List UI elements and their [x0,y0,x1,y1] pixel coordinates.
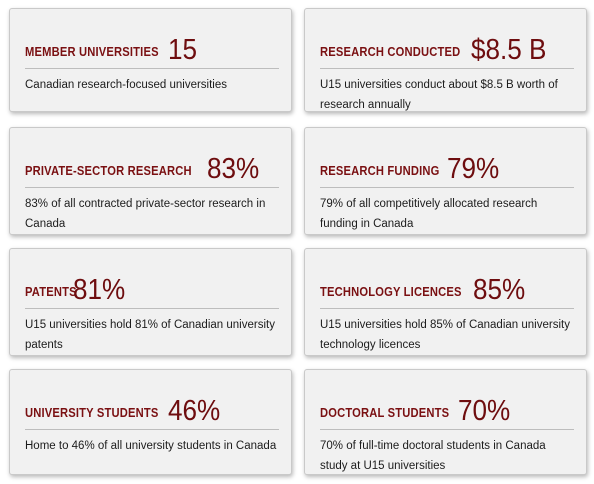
stat-label: UNIVERSITY STUDENTS [25,405,159,420]
stat-label: TECHNOLOGY LICENCES [320,284,462,299]
stat-card-research-conducted: RESEARCH CONDUCTED $8.5 B U15 universiti… [304,8,587,112]
stat-label: DOCTORAL STUDENTS [320,405,450,420]
stat-value: 15 [168,34,198,66]
stat-value: 85% [472,274,525,306]
stat-label: RESEARCH FUNDING [320,163,440,178]
stat-value: $8.5 B [471,34,547,66]
stat-card-university-students: UNIVERSITY STUDENTS 46% Home to 46% of a… [9,369,292,475]
stat-description: 83% of all contracted private-sector res… [25,198,266,230]
stat-card-patents: PATENTS 81% U15 universities hold 81% of… [9,248,292,356]
stat-label: RESEARCH CONDUCTED [320,44,461,59]
divider [320,429,574,430]
stat-value: 70% [458,395,511,427]
stat-card-technology-licences: TECHNOLOGY LICENCES 85% U15 universities… [304,248,587,356]
divider [25,308,279,309]
stat-label: PATENTS [25,284,77,299]
stat-description: Canadian research-focused universities [25,79,227,91]
stat-card-header: UNIVERSITY STUDENTS 46% [25,380,279,426]
divider [25,429,279,430]
stat-card-header: MEMBER UNIVERSITIES 15 [25,19,279,65]
divider [25,187,279,188]
stat-value: 46% [168,395,221,427]
stat-card-header: RESEARCH FUNDING 79% [320,138,574,184]
stat-description: U15 universities hold 85% of Canadian un… [320,319,570,351]
stat-card-header: DOCTORAL STUDENTS 70% [320,380,574,426]
stat-card-header: TECHNOLOGY LICENCES 85% [320,259,574,305]
stat-card-doctoral-students: DOCTORAL STUDENTS 70% 70% of full-time d… [304,369,587,475]
stat-value: 83% [206,153,260,185]
stat-value: 81% [73,274,126,306]
stat-description: 70% of full-time doctoral students in Ca… [320,440,546,472]
stat-value: 79% [446,153,500,185]
stat-card-private-sector-research: PRIVATE-SECTOR RESEARCH 83% 83% of all c… [9,127,292,235]
stat-description: Home to 46% of all university students i… [25,440,277,452]
divider [25,68,279,69]
stat-card-header: RESEARCH CONDUCTED $8.5 B [320,19,574,65]
stat-label: MEMBER UNIVERSITIES [25,44,159,59]
stat-card-header: PATENTS 81% [25,259,279,305]
stat-description: 79% of all competitively allocated resea… [320,198,538,230]
divider [320,187,574,188]
stat-description: U15 universities hold 81% of Canadian un… [25,319,275,351]
divider [320,68,574,69]
stat-description: U15 universities conduct about $8.5 B wo… [320,79,558,111]
stat-label: PRIVATE-SECTOR RESEARCH [25,163,192,178]
stat-card-research-funding: RESEARCH FUNDING 79% 79% of all competit… [304,127,587,235]
divider [320,308,574,309]
stat-card-header: PRIVATE-SECTOR RESEARCH 83% [25,138,279,184]
stat-card-member-universities: MEMBER UNIVERSITIES 15 Canadian research… [9,8,292,112]
